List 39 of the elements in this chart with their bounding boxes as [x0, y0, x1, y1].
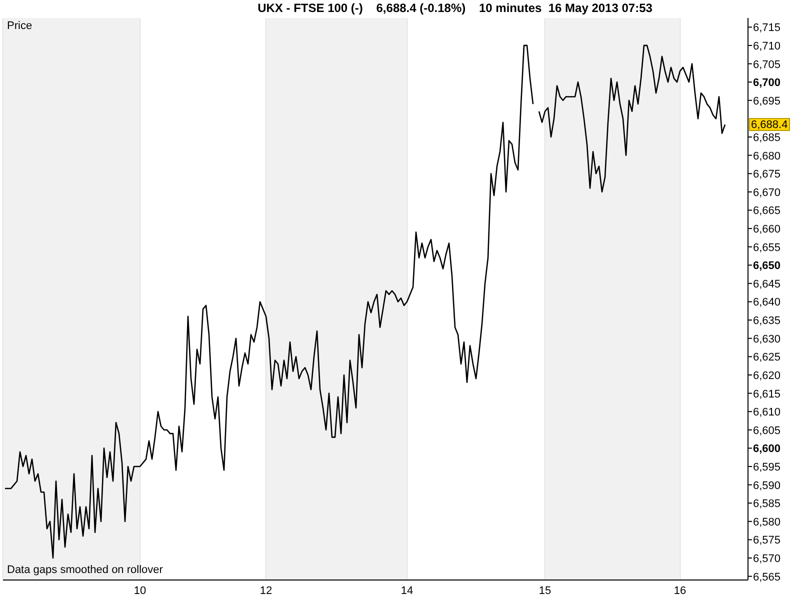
y-tick-label: 6,680 [753, 150, 781, 162]
y-tick-label: 6,665 [753, 205, 781, 218]
y-tick-label: 6,575 [753, 534, 781, 547]
y-tick-label: 6,705 [753, 58, 781, 71]
y-tick-label: 6,670 [753, 186, 781, 199]
y-tick-label: 6,695 [753, 95, 781, 108]
x-tick-label: 12 [260, 584, 272, 597]
y-tick-label: 6,710 [753, 40, 781, 52]
x-tick-label: 10 [134, 584, 146, 597]
x-tick-label: 15 [538, 584, 552, 597]
y-tick-label: 6,615 [753, 388, 781, 400]
y-tick-label: 6,655 [753, 242, 781, 254]
y-tick-label: 6,685 [753, 132, 781, 144]
y-tick-label: 6,605 [753, 424, 781, 437]
y-tick-label: 6,700 [753, 77, 781, 90]
y-tick-label: 6,630 [753, 333, 781, 346]
y-tick-label: 6,590 [753, 480, 781, 492]
y-tick-label: 6,625 [753, 352, 781, 364]
y-tick-label: 6,580 [753, 516, 781, 528]
y-tick-label: 6,635 [753, 315, 781, 328]
y-tick-label: 6,585 [753, 498, 781, 510]
text: 6,688.4 [749, 118, 790, 131]
y-tick-label: 6,715 [753, 22, 781, 34]
y-tick-label: 6,570 [753, 553, 781, 566]
y-tick-label: 6,595 [753, 462, 781, 474]
x-tick-label: 16 [674, 584, 686, 597]
y-tick-label: 6,620 [753, 370, 781, 382]
annotation: Data gaps smoothed on rollover [7, 564, 163, 577]
y-tick-label: 6,640 [753, 296, 781, 309]
y-axis-title: Price [7, 20, 32, 33]
chart-title: UKX - FTSE 100 (-) 6,688.4 (-0.18%) 10 minutes 16 May 2013 07:53 [256, 1, 654, 16]
x-tick-label: 14 [400, 584, 414, 597]
y-tick-label: 6,660 [753, 224, 781, 236]
y-tick-label: 6,675 [753, 168, 781, 181]
y-tick-label: 6,650 [753, 260, 781, 272]
y-tick-label: 6,600 [753, 443, 781, 456]
y-tick-label: 6,645 [753, 278, 781, 290]
y-tick-label: 6,565 [753, 571, 781, 584]
y-tick-label: 6,610 [753, 406, 781, 419]
